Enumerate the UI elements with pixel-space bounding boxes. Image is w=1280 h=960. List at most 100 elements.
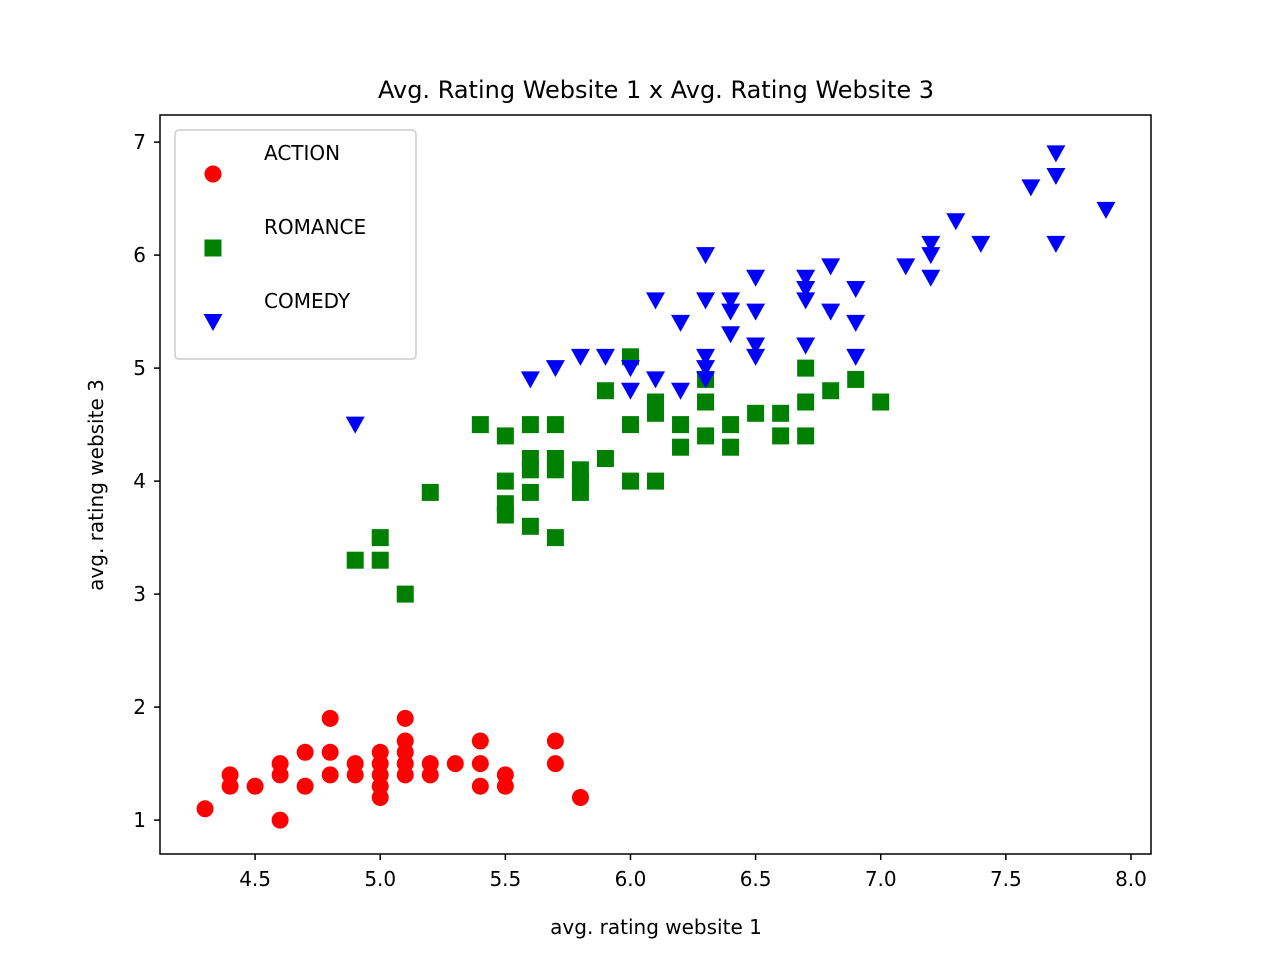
y-tick-label: 3 <box>133 582 146 606</box>
x-tick-label: 5.0 <box>364 867 396 891</box>
plot-area <box>196 145 1116 829</box>
legend-entry-romance: ROMANCE <box>204 215 366 257</box>
data-point <box>496 766 514 784</box>
data-point <box>471 732 489 750</box>
data-point <box>722 438 740 456</box>
data-point <box>671 314 691 332</box>
data-point <box>672 416 690 434</box>
data-point <box>421 483 439 501</box>
data-point <box>570 348 590 366</box>
data-point <box>846 314 866 332</box>
x-tick-label: 7.5 <box>990 867 1022 891</box>
data-point <box>246 777 264 795</box>
x-axis-ticks: 4.5 5.0 5.5 6.0 6.5 7.0 7.5 8.0 <box>239 854 1147 891</box>
data-point <box>571 461 589 479</box>
data-point <box>321 709 339 727</box>
data-point <box>971 235 991 253</box>
data-point <box>946 213 966 231</box>
data-point <box>621 416 639 434</box>
legend: ACTION ROMANCE COMEDY <box>174 129 417 360</box>
data-point <box>721 292 741 310</box>
data-point <box>396 732 414 750</box>
data-point <box>620 382 640 400</box>
data-point <box>271 755 289 773</box>
data-point <box>797 427 815 445</box>
data-point <box>446 755 464 773</box>
series-action <box>196 709 589 829</box>
data-point <box>196 800 214 818</box>
data-point <box>546 416 564 434</box>
data-point <box>396 585 414 603</box>
legend-marker <box>204 165 222 183</box>
y-tick-label: 1 <box>133 808 146 832</box>
data-point <box>797 359 815 377</box>
y-tick-label: 5 <box>133 356 146 380</box>
legend-label: COMEDY <box>264 289 351 313</box>
data-point <box>772 427 790 445</box>
data-point <box>421 755 439 773</box>
y-axis-label: avg. rating website 3 <box>84 379 108 591</box>
data-point <box>846 281 866 299</box>
data-point <box>1046 235 1066 253</box>
data-point <box>345 416 365 434</box>
y-tick-label: 6 <box>133 243 146 267</box>
x-axis-label: avg. rating website 1 <box>550 915 762 939</box>
series-romance <box>346 348 890 603</box>
data-point <box>346 755 364 773</box>
y-tick-label: 2 <box>133 695 146 719</box>
data-point <box>546 450 564 468</box>
data-point <box>722 416 740 434</box>
x-tick-label: 6.5 <box>740 867 772 891</box>
y-axis-ticks: 1 2 3 4 5 6 7 <box>133 130 160 832</box>
data-point <box>221 777 239 795</box>
legend-marker <box>204 239 222 257</box>
data-point <box>471 755 489 773</box>
data-point <box>620 360 640 378</box>
legend-label: ACTION <box>264 141 340 165</box>
data-point <box>1096 201 1116 219</box>
y-tick-label: 4 <box>133 469 146 493</box>
data-point <box>496 495 514 513</box>
data-point <box>796 292 816 310</box>
data-point <box>822 382 840 400</box>
data-point <box>546 755 564 773</box>
data-point <box>672 438 690 456</box>
x-tick-label: 6.0 <box>615 867 647 891</box>
data-point <box>696 247 716 265</box>
data-point <box>646 292 665 310</box>
data-point <box>872 393 890 411</box>
data-point <box>271 811 289 829</box>
data-point <box>721 303 741 321</box>
data-point <box>596 450 614 468</box>
data-point <box>697 427 715 445</box>
data-point <box>1046 145 1066 163</box>
data-point <box>321 766 339 784</box>
data-point <box>371 529 389 547</box>
data-point <box>621 472 639 490</box>
data-point <box>846 348 866 366</box>
data-point <box>496 472 514 490</box>
data-point <box>746 337 766 355</box>
series-comedy <box>345 145 1116 434</box>
data-point <box>647 393 664 411</box>
data-point <box>545 360 565 378</box>
data-point <box>546 529 564 547</box>
x-tick-label: 4.5 <box>239 867 271 891</box>
data-point <box>296 743 314 761</box>
data-point <box>296 777 314 795</box>
legend-frame <box>174 129 417 360</box>
data-point <box>647 472 664 490</box>
data-point <box>796 281 816 299</box>
data-point <box>921 235 941 253</box>
data-point <box>821 258 841 276</box>
data-point <box>847 370 865 388</box>
data-point <box>546 732 564 750</box>
chart-title: Avg. Rating Website 1 x Avg. Rating Webs… <box>378 76 934 104</box>
data-point <box>696 360 716 378</box>
data-point <box>496 427 514 445</box>
data-point <box>346 551 364 569</box>
legend-entry-comedy: COMEDY <box>203 289 351 331</box>
data-point <box>596 382 614 400</box>
data-point <box>1046 168 1066 186</box>
